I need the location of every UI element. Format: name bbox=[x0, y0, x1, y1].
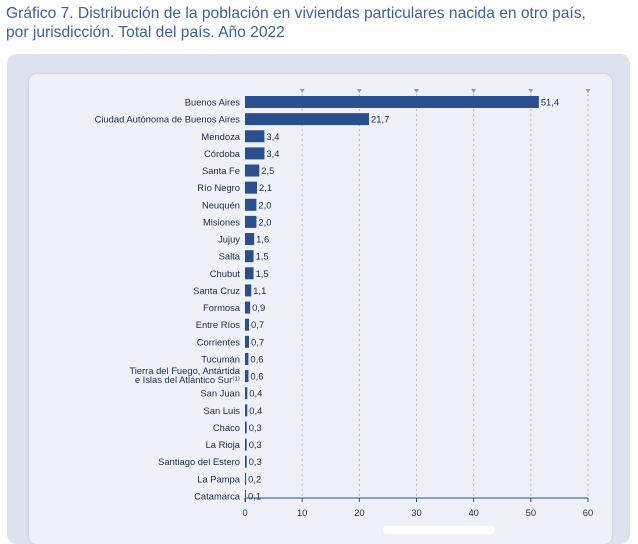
x-tick-label: 10 bbox=[297, 507, 307, 518]
data-label: 0,7 bbox=[251, 319, 264, 330]
category-label: Jujuy bbox=[218, 234, 240, 245]
data-label: 0,3 bbox=[249, 456, 262, 467]
chart-title-line-1: Gráfico 7. Distribución de la población … bbox=[6, 5, 586, 22]
gridline-top-marker-30 bbox=[414, 89, 419, 93]
labels: 51,4 Buenos Aires 21,7 Ciudad Autónoma de B… bbox=[95, 97, 560, 502]
bar bbox=[245, 489, 246, 502]
bar bbox=[245, 181, 258, 194]
data-label: 0,9 bbox=[252, 302, 265, 313]
bar bbox=[245, 284, 252, 297]
category-label: San Juan bbox=[200, 388, 240, 399]
data-label: 3,4 bbox=[266, 131, 279, 142]
x-tick-label: 40 bbox=[468, 507, 478, 518]
bars bbox=[245, 96, 539, 502]
category-label: e Islas del Atlántico Sur⁽¹⁾ bbox=[135, 374, 240, 385]
bar bbox=[245, 198, 257, 211]
bar bbox=[245, 455, 247, 468]
bar bbox=[245, 472, 247, 485]
bar-chart: 51,4 Buenos Aires 21,7 Ciudad Autónoma de B… bbox=[95, 89, 593, 518]
category-label: Ciudad Autónoma de Buenos Aires bbox=[95, 114, 241, 125]
category-label: Córdoba bbox=[204, 148, 241, 159]
bar bbox=[245, 215, 257, 228]
category-label: Neuquén bbox=[202, 199, 240, 210]
category-label: Catamarca bbox=[194, 490, 241, 501]
bar bbox=[245, 387, 248, 400]
panel-tab-decoration bbox=[383, 526, 495, 534]
x-tick-label: 30 bbox=[411, 507, 421, 518]
category-label: Misiones bbox=[203, 216, 240, 227]
category-label: Río Negro bbox=[197, 182, 240, 193]
x-tick-label: 0 bbox=[242, 507, 247, 518]
data-label: 0,7 bbox=[251, 336, 264, 347]
data-label: 0,4 bbox=[249, 388, 262, 399]
data-label: 3,4 bbox=[266, 148, 279, 159]
data-label: 0,3 bbox=[249, 439, 262, 450]
category-label: La Pampa bbox=[197, 473, 241, 484]
bar bbox=[245, 421, 247, 434]
category-label: Santa Cruz bbox=[193, 285, 240, 296]
chart-title: Gráfico 7. Distribución de la población … bbox=[6, 4, 636, 42]
category-label: Santiago del Estero bbox=[158, 456, 240, 467]
data-label: 0,3 bbox=[249, 422, 262, 433]
category-label: Tucumán bbox=[201, 353, 240, 364]
category-label: Santa Fe bbox=[202, 165, 240, 176]
data-label: 2,5 bbox=[261, 165, 274, 176]
bar bbox=[245, 164, 260, 177]
bar bbox=[245, 130, 265, 143]
category-label: Formosa bbox=[203, 302, 241, 313]
bar bbox=[245, 113, 370, 126]
bar bbox=[245, 233, 255, 246]
category-label: Chubut bbox=[210, 268, 241, 279]
category-label: Chaco bbox=[213, 422, 240, 433]
data-label: 1,5 bbox=[256, 268, 269, 279]
data-label: 2,1 bbox=[259, 182, 272, 193]
data-label: 0,2 bbox=[248, 473, 261, 484]
x-tick-label: 50 bbox=[526, 507, 536, 518]
bar bbox=[245, 438, 247, 451]
bar bbox=[245, 267, 254, 280]
category-label: Salta bbox=[219, 251, 241, 262]
data-label: 0,6 bbox=[250, 371, 263, 382]
category-label: Buenos Aires bbox=[185, 97, 241, 108]
gridlines bbox=[299, 89, 591, 498]
gridline-top-marker-10 bbox=[299, 89, 305, 93]
gridline-top-marker-40 bbox=[471, 89, 477, 93]
bar bbox=[245, 352, 249, 365]
bar bbox=[245, 96, 539, 108]
category-label: Corrientes bbox=[197, 336, 241, 347]
data-label: 1,5 bbox=[256, 251, 269, 262]
bar bbox=[245, 370, 249, 383]
category-label: Entre Ríos bbox=[196, 319, 241, 330]
x-axis: 0 10 20 30 40 50 60 bbox=[242, 497, 593, 518]
data-label: 1,6 bbox=[256, 234, 269, 245]
bar bbox=[245, 404, 248, 417]
category-label: Mendoza bbox=[201, 131, 240, 142]
x-tick-label: 20 bbox=[354, 507, 364, 518]
bar bbox=[245, 335, 250, 348]
x-tick-label: 60 bbox=[583, 507, 593, 518]
category-label: San Luis bbox=[204, 405, 241, 416]
data-label: 51,4 bbox=[541, 97, 559, 108]
gridline-top-marker-60 bbox=[585, 89, 591, 93]
data-label: 1,1 bbox=[253, 285, 266, 296]
gridline-top-marker-50 bbox=[528, 89, 534, 93]
chart-title-line-2: por jurisdicción. Total del país. Año 20… bbox=[6, 24, 285, 41]
data-label: 2,0 bbox=[258, 216, 271, 227]
bar bbox=[245, 147, 265, 160]
gridline-top-marker-20 bbox=[356, 89, 362, 93]
data-label: 0,4 bbox=[249, 405, 262, 416]
bar bbox=[245, 301, 251, 314]
chart-panel bbox=[29, 74, 612, 544]
category-label: La Rioja bbox=[206, 439, 241, 450]
data-label: 0,6 bbox=[250, 353, 263, 364]
bar bbox=[245, 318, 250, 331]
data-label: 0,1 bbox=[248, 490, 261, 501]
bar bbox=[245, 250, 254, 263]
data-label: 21,7 bbox=[371, 114, 389, 125]
category-label: Tierra del Fuego, Antártida bbox=[129, 365, 240, 376]
data-label: 2,0 bbox=[258, 199, 271, 210]
